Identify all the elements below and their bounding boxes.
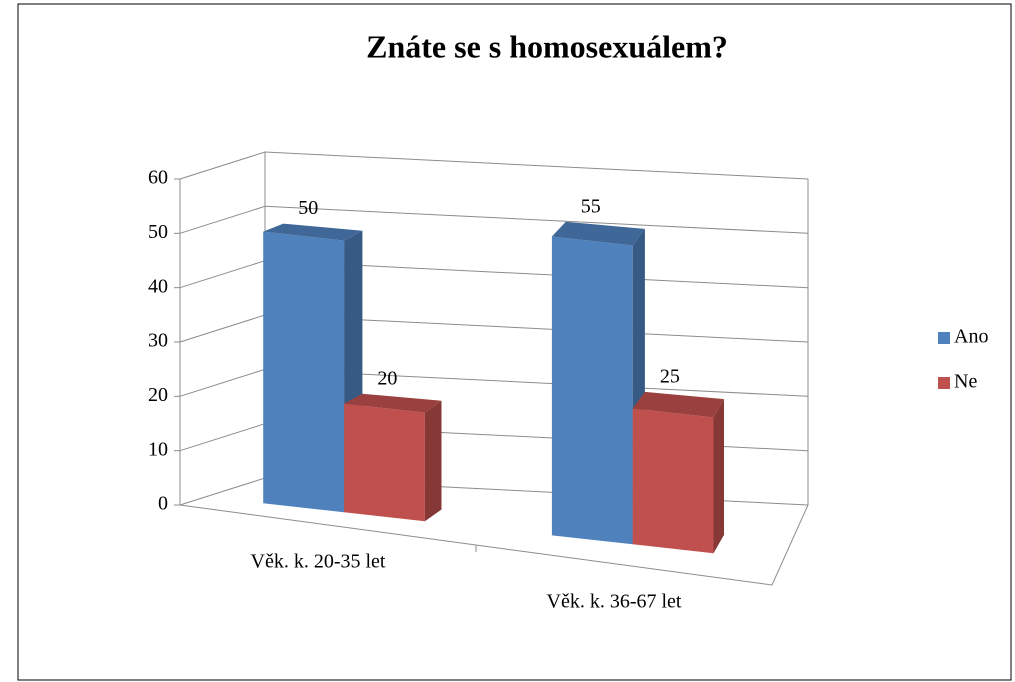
legend-label: Ne (954, 371, 977, 393)
bar-front (632, 408, 714, 554)
grid-line (179, 151, 809, 180)
value-label: 50 (298, 197, 318, 219)
y-tick-label: 20 (148, 384, 168, 406)
legend-label: Ano (954, 326, 988, 348)
bar-top (344, 393, 442, 413)
legend-swatch (938, 332, 950, 344)
y-tick-label: 30 (148, 330, 168, 352)
y-tick-label: 60 (148, 167, 168, 189)
bar-side (424, 400, 442, 522)
bar-front (344, 403, 425, 522)
bar-side (713, 399, 724, 554)
frame (17, 3, 1012, 681)
y-tick-label: 0 (158, 493, 168, 515)
value-label: 20 (377, 367, 397, 389)
y-tick-label: 50 (148, 221, 168, 243)
chart-title: Znáte se s homosexuálem? (366, 28, 728, 64)
y-tick-label: 40 (148, 275, 168, 297)
floor-edge (179, 504, 809, 586)
value-label: 55 (581, 195, 601, 217)
x-tick-label: Věk. k. 20-35 let (251, 551, 386, 573)
y-tick-label: 10 (148, 438, 168, 460)
bar-top (551, 221, 645, 246)
legend-swatch (938, 377, 950, 389)
bar-top (632, 391, 724, 418)
bar-top (263, 223, 363, 241)
x-tick-label: Věk. k. 36-67 let (547, 591, 682, 613)
bar-front (263, 231, 345, 513)
bar-front (551, 236, 633, 545)
value-label: 25 (660, 366, 680, 388)
